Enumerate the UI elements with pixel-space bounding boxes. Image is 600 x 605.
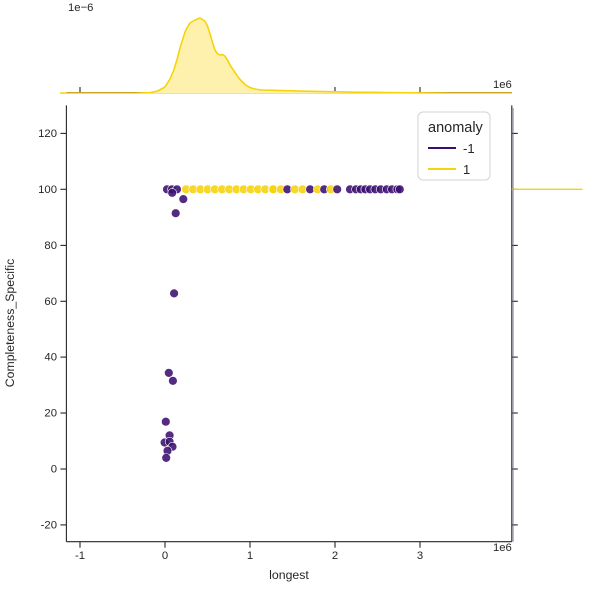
svg-text:longest: longest <box>269 568 309 582</box>
svg-text:1: 1 <box>463 162 470 177</box>
svg-text:80: 80 <box>44 240 57 252</box>
svg-text:Completeness_Specific: Completeness_Specific <box>3 259 17 388</box>
svg-text:2: 2 <box>332 550 338 562</box>
svg-text:0: 0 <box>51 464 57 476</box>
svg-text:1e6: 1e6 <box>493 542 512 554</box>
svg-text:-20: -20 <box>41 520 57 532</box>
svg-text:120: 120 <box>38 128 57 140</box>
svg-text:60: 60 <box>44 296 57 308</box>
svg-text:anomaly: anomaly <box>428 120 484 136</box>
svg-text:0: 0 <box>162 550 168 562</box>
svg-text:-1: -1 <box>75 550 85 562</box>
svg-text:3: 3 <box>417 550 423 562</box>
svg-text:100: 100 <box>38 184 57 196</box>
svg-text:20: 20 <box>44 408 57 420</box>
svg-text:1: 1 <box>247 550 253 562</box>
svg-text:-1: -1 <box>463 141 475 156</box>
svg-text:1e6: 1e6 <box>493 79 512 91</box>
svg-text:1e−6: 1e−6 <box>68 2 93 14</box>
svg-text:40: 40 <box>44 352 57 364</box>
